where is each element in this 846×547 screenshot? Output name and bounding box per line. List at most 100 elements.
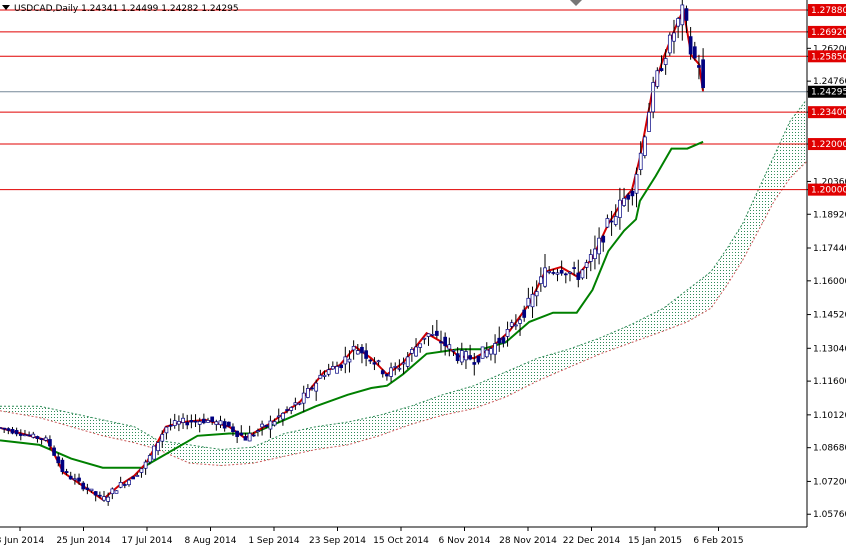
cloud-segment (456, 388, 464, 413)
candle-body (310, 387, 314, 390)
y-tick-label: 1.16000 (813, 277, 846, 287)
candle-body (472, 362, 477, 365)
candle-body (218, 420, 223, 426)
candle-body (622, 197, 626, 206)
candle-body (210, 416, 215, 423)
x-tick-label: 15 Oct 2014 (373, 536, 429, 546)
candle-body (593, 248, 597, 260)
dropdown-triangle-icon[interactable] (2, 5, 10, 10)
candle-body (659, 68, 664, 71)
candle-body (135, 475, 140, 477)
cloud-segment (788, 114, 795, 182)
candle-body (376, 360, 381, 363)
cloud-segment (711, 260, 719, 307)
cloud-segment (705, 270, 712, 312)
cloud-segment (691, 281, 699, 320)
candle-body (118, 482, 123, 488)
cloud-segment (255, 442, 263, 463)
level-tag-label: 1.22000 (811, 140, 846, 150)
candle-body (430, 333, 435, 336)
horizontal-levels[interactable] (0, 9, 807, 191)
candle-body (239, 432, 244, 436)
candle-body (501, 337, 506, 344)
cloud-segment (311, 426, 318, 451)
candle-body (364, 350, 368, 359)
cloud-segment (297, 429, 305, 454)
candle-body (2, 427, 7, 430)
candle-body (538, 276, 543, 284)
candle-body (172, 420, 177, 426)
candle-body (73, 478, 77, 481)
candle-body (243, 436, 248, 441)
time-axis-labels: 3 Jun 2014 25 Jun 2014 17 Jul 2014 8 Aug 20… (0, 527, 744, 546)
candle-body (634, 173, 639, 194)
cloud-segment (670, 297, 678, 329)
candle-body (231, 426, 235, 432)
candle-body (418, 343, 423, 348)
candle-body (638, 152, 643, 170)
candle-body (514, 324, 518, 327)
cloud-segment (594, 337, 602, 357)
cloud-segment (331, 423, 339, 448)
candle-body (272, 421, 277, 426)
candle-body (314, 382, 319, 392)
candle-body (131, 476, 135, 480)
y-tick-label: 1.08680 (813, 444, 846, 454)
candle-body (97, 494, 102, 497)
cloud-segment (497, 372, 505, 400)
cloud-segment (435, 394, 443, 418)
y-tick-label: 1.11600 (813, 377, 846, 387)
candle-body (439, 341, 443, 344)
shift-marker-icon[interactable] (570, 0, 582, 6)
cloud-segment (767, 155, 775, 215)
candle-body (343, 356, 348, 365)
candle-body (559, 270, 564, 274)
cloud-segment (539, 355, 547, 381)
candle-body (48, 439, 52, 447)
cloud-segment (622, 325, 630, 346)
candle-body (651, 82, 656, 113)
cloud-segment (241, 447, 249, 464)
candle-body (14, 430, 19, 435)
candle-body (613, 216, 618, 225)
cloud-segment (794, 105, 802, 174)
candle-body (222, 421, 227, 429)
cloud-segment (235, 448, 242, 465)
candle-body (464, 351, 468, 361)
candle-body (160, 433, 165, 442)
candle-body (701, 59, 705, 89)
cloud-segment (421, 399, 429, 422)
cloud-segment (20, 406, 28, 416)
candle-body (6, 428, 11, 431)
y-tick-label: 1.26200 (813, 44, 846, 54)
candle-body (102, 496, 106, 501)
candle-body (443, 336, 448, 347)
candle-body (584, 262, 589, 268)
candle-body (672, 32, 676, 42)
candle-body (285, 409, 289, 411)
cloud-segment (476, 381, 484, 408)
candle-body (484, 349, 489, 358)
cloud-segment (428, 397, 436, 420)
cloud-segment (387, 411, 395, 433)
cloud-segment (774, 140, 782, 202)
candle-body (688, 36, 693, 55)
candle-body (572, 267, 576, 269)
candle-body (139, 468, 144, 473)
candle-body (193, 420, 198, 423)
senkou-span-a (0, 98, 830, 451)
y-tick-label: 1.10120 (813, 411, 846, 421)
candle-body (580, 269, 585, 279)
cloud-segment (525, 360, 533, 388)
x-tick-label: 17 Jul 2014 (122, 536, 173, 546)
candle-body (181, 417, 185, 423)
candle-body (380, 370, 385, 375)
candle-body (563, 273, 568, 276)
candle-body (522, 309, 527, 318)
candle-body (414, 346, 418, 357)
candle-body (518, 319, 522, 324)
candle-body (489, 348, 493, 355)
cloud-segment (96, 418, 104, 437)
cloud-segment (642, 315, 650, 339)
